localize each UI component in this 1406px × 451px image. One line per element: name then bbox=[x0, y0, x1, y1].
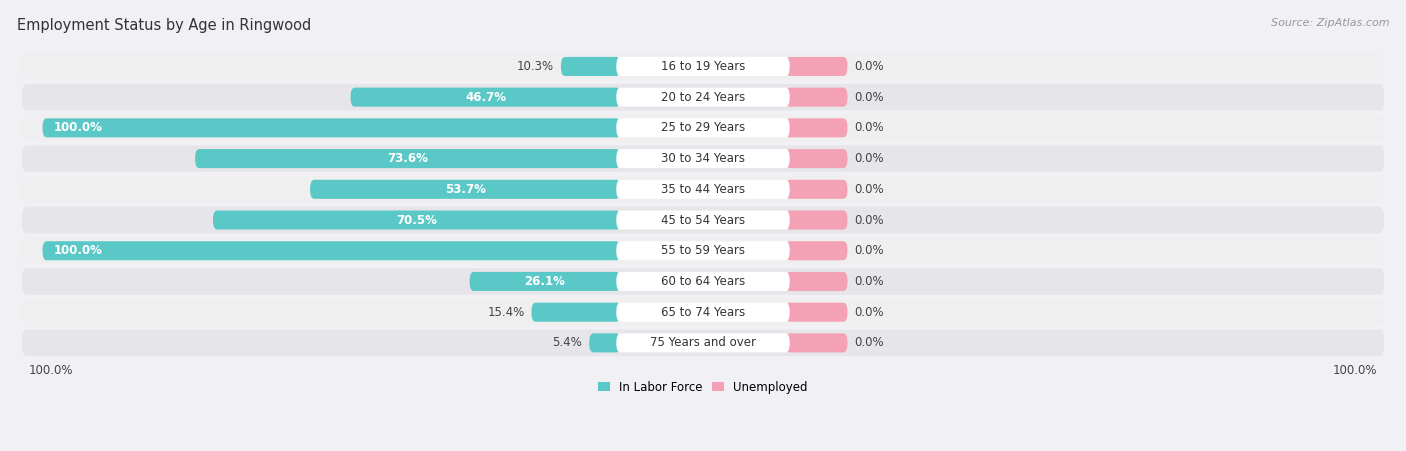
FancyBboxPatch shape bbox=[786, 272, 848, 291]
FancyBboxPatch shape bbox=[786, 118, 848, 138]
Text: 0.0%: 0.0% bbox=[855, 121, 884, 134]
FancyBboxPatch shape bbox=[561, 57, 620, 76]
FancyBboxPatch shape bbox=[212, 211, 620, 230]
Text: 0.0%: 0.0% bbox=[855, 275, 884, 288]
FancyBboxPatch shape bbox=[22, 330, 1384, 356]
Text: 30 to 34 Years: 30 to 34 Years bbox=[661, 152, 745, 165]
FancyBboxPatch shape bbox=[786, 57, 848, 76]
FancyBboxPatch shape bbox=[786, 333, 848, 352]
Text: 0.0%: 0.0% bbox=[855, 336, 884, 350]
FancyBboxPatch shape bbox=[42, 118, 620, 138]
FancyBboxPatch shape bbox=[22, 84, 1384, 110]
FancyBboxPatch shape bbox=[616, 211, 790, 230]
Text: 70.5%: 70.5% bbox=[396, 213, 437, 226]
FancyBboxPatch shape bbox=[786, 149, 848, 168]
Text: 0.0%: 0.0% bbox=[855, 213, 884, 226]
FancyBboxPatch shape bbox=[350, 87, 620, 107]
FancyBboxPatch shape bbox=[616, 118, 790, 138]
FancyBboxPatch shape bbox=[470, 272, 620, 291]
Text: 0.0%: 0.0% bbox=[855, 91, 884, 104]
Text: 0.0%: 0.0% bbox=[855, 183, 884, 196]
Text: 100.0%: 100.0% bbox=[53, 121, 103, 134]
Text: 10.3%: 10.3% bbox=[517, 60, 554, 73]
FancyBboxPatch shape bbox=[616, 180, 790, 199]
Text: 35 to 44 Years: 35 to 44 Years bbox=[661, 183, 745, 196]
FancyBboxPatch shape bbox=[22, 299, 1384, 325]
Text: 0.0%: 0.0% bbox=[855, 244, 884, 257]
FancyBboxPatch shape bbox=[616, 57, 790, 76]
FancyBboxPatch shape bbox=[42, 241, 620, 260]
Text: 0.0%: 0.0% bbox=[855, 152, 884, 165]
FancyBboxPatch shape bbox=[616, 87, 790, 107]
Text: 75 Years and over: 75 Years and over bbox=[650, 336, 756, 350]
FancyBboxPatch shape bbox=[786, 241, 848, 260]
FancyBboxPatch shape bbox=[22, 115, 1384, 141]
FancyBboxPatch shape bbox=[616, 333, 790, 352]
FancyBboxPatch shape bbox=[22, 53, 1384, 80]
FancyBboxPatch shape bbox=[786, 211, 848, 230]
Text: 73.6%: 73.6% bbox=[387, 152, 429, 165]
FancyBboxPatch shape bbox=[786, 303, 848, 322]
FancyBboxPatch shape bbox=[616, 303, 790, 322]
Text: 46.7%: 46.7% bbox=[465, 91, 506, 104]
Text: 65 to 74 Years: 65 to 74 Years bbox=[661, 306, 745, 319]
FancyBboxPatch shape bbox=[195, 149, 620, 168]
Text: 26.1%: 26.1% bbox=[524, 275, 565, 288]
Text: 15.4%: 15.4% bbox=[488, 306, 524, 319]
FancyBboxPatch shape bbox=[22, 268, 1384, 295]
Text: 45 to 54 Years: 45 to 54 Years bbox=[661, 213, 745, 226]
Text: 55 to 59 Years: 55 to 59 Years bbox=[661, 244, 745, 257]
Text: 100.0%: 100.0% bbox=[1333, 364, 1378, 377]
Text: 16 to 19 Years: 16 to 19 Years bbox=[661, 60, 745, 73]
Text: 5.4%: 5.4% bbox=[553, 336, 582, 350]
Text: 0.0%: 0.0% bbox=[855, 306, 884, 319]
FancyBboxPatch shape bbox=[22, 176, 1384, 202]
Text: 100.0%: 100.0% bbox=[28, 364, 73, 377]
Text: 0.0%: 0.0% bbox=[855, 60, 884, 73]
FancyBboxPatch shape bbox=[786, 87, 848, 107]
Text: 25 to 29 Years: 25 to 29 Years bbox=[661, 121, 745, 134]
FancyBboxPatch shape bbox=[22, 207, 1384, 233]
Text: Source: ZipAtlas.com: Source: ZipAtlas.com bbox=[1271, 18, 1389, 28]
FancyBboxPatch shape bbox=[589, 333, 620, 352]
Text: 100.0%: 100.0% bbox=[53, 244, 103, 257]
Text: Employment Status by Age in Ringwood: Employment Status by Age in Ringwood bbox=[17, 18, 311, 33]
Legend: In Labor Force, Unemployed: In Labor Force, Unemployed bbox=[593, 376, 813, 398]
FancyBboxPatch shape bbox=[616, 272, 790, 291]
Text: 60 to 64 Years: 60 to 64 Years bbox=[661, 275, 745, 288]
Text: 20 to 24 Years: 20 to 24 Years bbox=[661, 91, 745, 104]
FancyBboxPatch shape bbox=[531, 303, 620, 322]
FancyBboxPatch shape bbox=[22, 238, 1384, 264]
FancyBboxPatch shape bbox=[786, 180, 848, 199]
FancyBboxPatch shape bbox=[22, 145, 1384, 172]
FancyBboxPatch shape bbox=[311, 180, 620, 199]
FancyBboxPatch shape bbox=[616, 149, 790, 168]
Text: 53.7%: 53.7% bbox=[444, 183, 485, 196]
FancyBboxPatch shape bbox=[616, 241, 790, 260]
